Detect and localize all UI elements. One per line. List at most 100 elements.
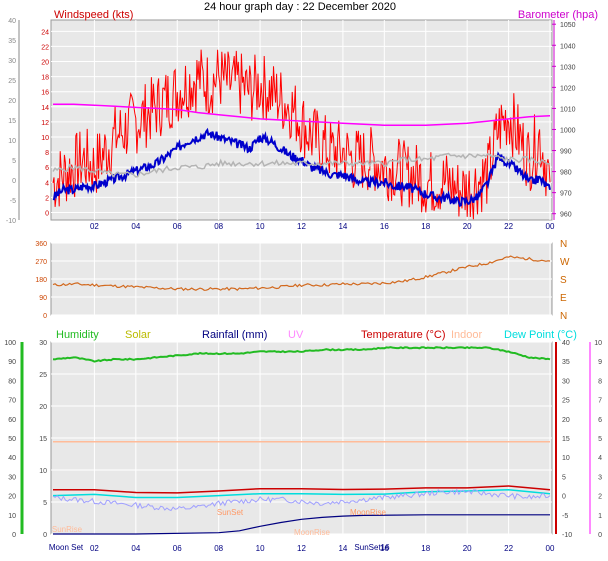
humidity-tick: 20 [8,494,16,501]
wind-outer-tick: 5 [12,158,16,165]
rain-tick: 30 [39,340,47,347]
wind-x-tick: 22 [504,222,513,231]
wind-inner-tick: 24 [41,29,49,36]
temp-x-tick: 16 [380,544,389,553]
baro-tick: 960 [560,212,572,219]
dir-tick: 0 [43,313,47,320]
legend-indoor: Indoor [451,329,483,341]
temp-right-tick: 30 [562,378,570,385]
temp-right-tick: 15 [562,436,570,443]
wind-x-tick: 00 [546,222,555,231]
wind-outer-tick: 40 [8,18,16,25]
wind-outer-tick: 0 [12,178,16,185]
wind-inner-tick: 6 [45,165,49,172]
baro-tick: 980 [560,170,572,177]
annotation-2: MoonRise [350,508,387,517]
annotation-1: SunSet [217,508,244,517]
series-humidity [52,346,551,363]
wind-inner-tick: 2 [45,195,49,202]
series-wind-average [52,127,551,208]
humidity-tick: 60 [8,417,16,424]
wind-outer-tick: 10 [8,138,16,145]
rain-tick: 15 [39,436,47,443]
dynamic-layer: 02 04 06 08 10 12 14 16 18 20 22 000246810121416182… [4,18,602,553]
wind-x-tick: 12 [297,222,306,231]
wind-inner-tick: 4 [45,180,49,187]
humidity-tick: 40 [8,455,16,462]
humidity-tick: 90 [8,359,16,366]
compass-label: S [560,275,567,286]
wind-inner-tick: 8 [45,150,49,157]
temp-x-tick: 06 [173,544,182,553]
temp-right-tick: 20 [562,417,570,424]
series-windspeed [52,49,551,220]
wind-inner-tick: 18 [41,75,49,82]
wind-outer-tick: -10 [6,218,16,225]
temp-x-tick: 00 [546,544,555,553]
uv-tick: 1 [598,513,602,520]
compass-label: E [560,293,567,304]
series-windchill [52,488,551,512]
wind-outer-tick: 15 [8,118,16,125]
wind-x-tick: 14 [338,222,347,231]
uv-tick: 6 [598,417,602,424]
rain-tick: 25 [39,372,47,379]
rain-tick: 20 [39,404,47,411]
series-rainfall [53,514,550,535]
wind-x-tick: 02 [90,222,99,231]
temp-x-tick: 12 [297,544,306,553]
rain-tick: 0 [43,532,47,539]
humidity-tick: 70 [8,398,16,405]
baro-tick: 1050 [560,22,576,29]
baro-tick: 990 [560,149,572,156]
wind-inner-tick: 16 [41,90,49,97]
uv-tick: 4 [598,455,602,462]
wind-outer-tick: -5 [10,198,16,205]
wind-inner-tick: 22 [41,44,49,51]
wind-x-tick: 18 [421,222,430,231]
uv-tick: 10 [594,340,602,347]
humidity-tick: 0 [12,532,16,539]
compass-label: W [560,257,570,268]
baro-tick: 1010 [560,106,576,113]
legend-uv: UV [288,329,304,341]
temp-x-tick: 18 [421,544,430,553]
legend-barometer: Barometer (hpa) [518,9,598,21]
rain-tick: 5 [43,500,47,507]
wind-x-tick: 08 [214,222,223,231]
baro-tick: 1040 [560,43,576,50]
humidity-tick: 10 [8,513,16,520]
uv-tick: 9 [598,359,602,366]
baro-tick: 1030 [560,64,576,71]
annotation-0: SunRise [52,525,83,534]
wind-outer-tick: 35 [8,38,16,45]
wind-inner-tick: 12 [41,120,49,127]
humidity-tick: 30 [8,474,16,481]
temp-x-tick: 10 [256,544,265,553]
wind-x-tick: 04 [131,222,140,231]
temp-right-tick: 10 [562,455,570,462]
wind-x-tick: 06 [173,222,182,231]
wind-inner-tick: 10 [41,135,49,142]
temp-right-tick: 0 [562,494,566,501]
temp-right-tick: -10 [562,532,572,539]
dir-tick: 90 [39,295,47,302]
wind-x-tick: 10 [256,222,265,231]
compass-label: N [560,239,567,250]
rain-tick: 10 [39,468,47,475]
uv-tick: 2 [598,494,602,501]
wind-inner-tick: 0 [45,210,49,217]
dir-tick: 270 [35,259,47,266]
dir-tick: 360 [35,241,47,248]
temp-right-tick: 40 [562,340,570,347]
humidity-tick: 100 [4,340,16,347]
legend-solar: Solar [125,329,151,341]
uv-tick: 7 [598,398,602,405]
compass-label: N [560,311,567,322]
temp-x-tick: 14 [338,544,347,553]
temp-right-tick: 5 [562,474,566,481]
page-title: 24 hour graph day : 22 December 2020 [204,1,396,13]
legend-windspeed: Windspeed (kts) [54,9,133,21]
humidity-tick: 80 [8,378,16,385]
